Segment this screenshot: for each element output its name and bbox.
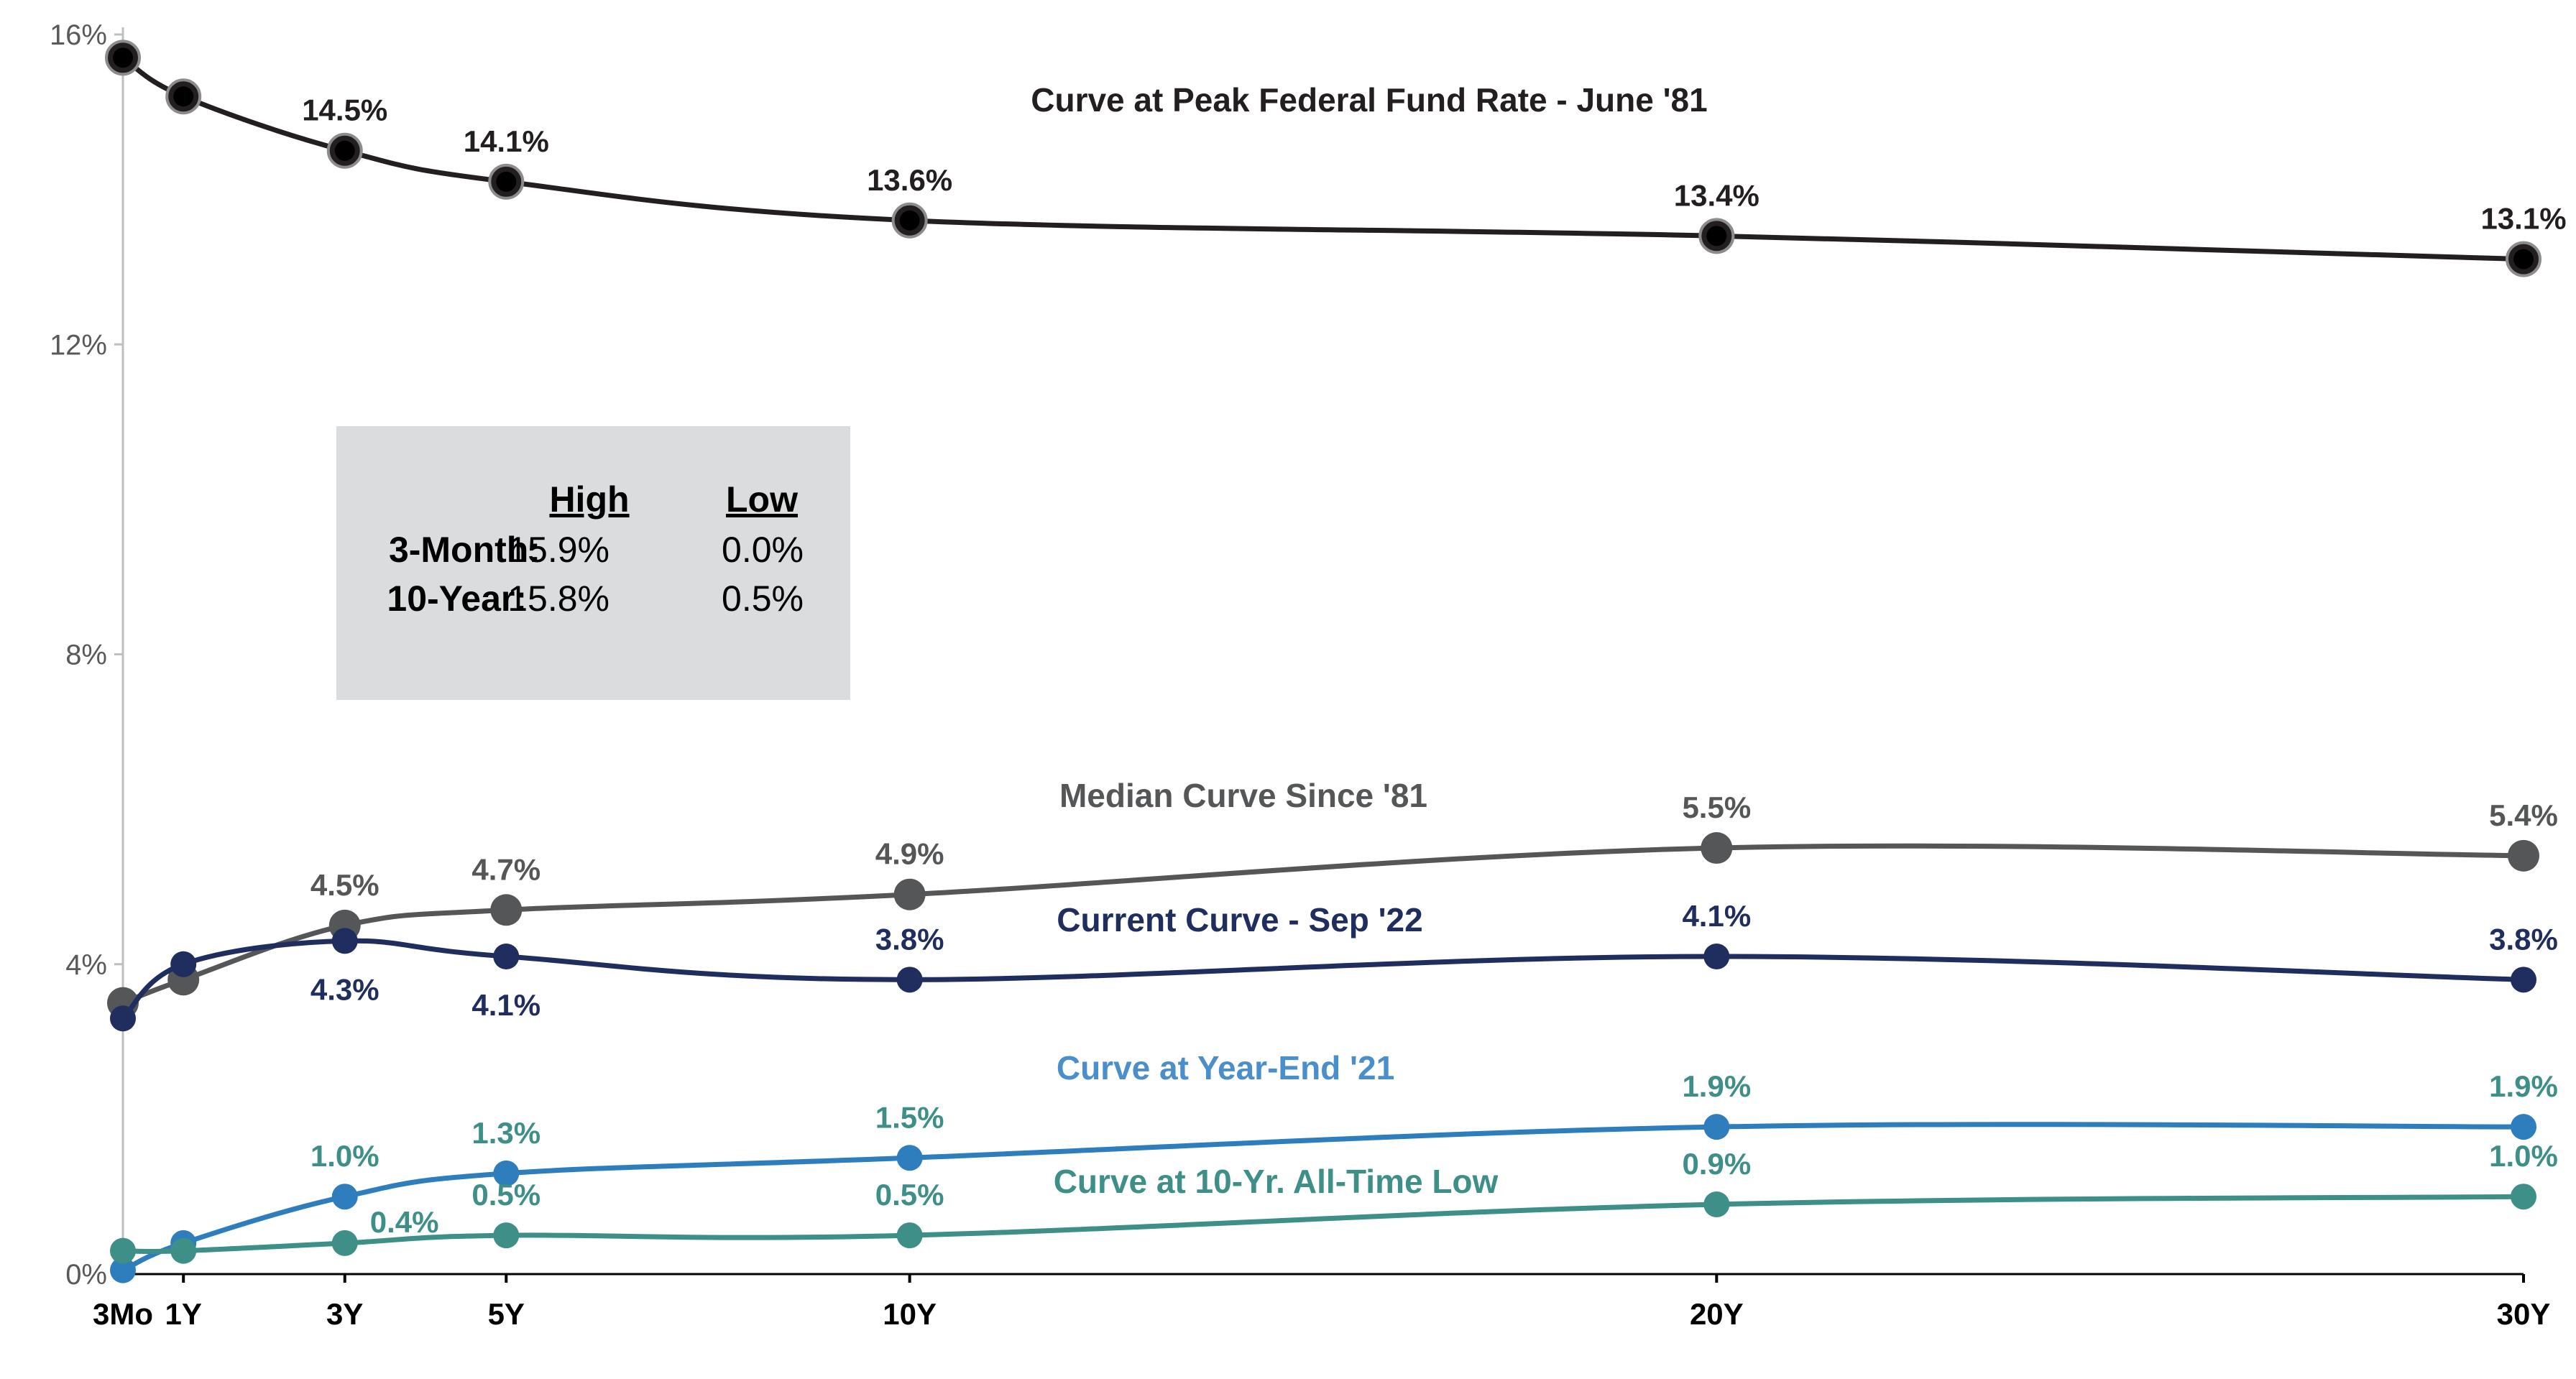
x-tick-label: 20Y [1690, 1297, 1744, 1331]
y-tick-label: 16% [50, 19, 107, 51]
data-point [896, 967, 923, 993]
data-label: 5.5% [1682, 790, 1751, 824]
y-tick-label: 0% [65, 1259, 107, 1291]
data-label: 4.1% [1682, 899, 1751, 933]
data-point-core [1706, 226, 1727, 246]
x-tick-label: 3Y [326, 1297, 363, 1331]
data-point [493, 943, 520, 969]
data-label: 3.8% [875, 922, 944, 956]
data-label: 14.5% [302, 93, 387, 127]
data-label: 0.4% [370, 1205, 439, 1239]
data-label: 1.3% [472, 1116, 540, 1150]
data-label: 4.3% [310, 972, 380, 1006]
stats-header-high: High [549, 479, 629, 520]
data-point [2511, 1184, 2536, 1210]
data-point-core [173, 86, 194, 107]
x-tick-label: 3Mo [93, 1297, 153, 1331]
series-name-label: Curve at Peak Federal Fund Rate - June '… [1031, 81, 1707, 119]
data-point [331, 1230, 358, 1256]
series-group: 0.4% 0.5% 0.5% 0.9% 1.0% Curve at 10-Yr. All-… [110, 1139, 2558, 1264]
series-name-label: Curve at Year-End '21 [1057, 1049, 1394, 1087]
data-point [331, 928, 358, 954]
series-group: 4.5% 4.7% 4.9% 5.5% 5.4% Median Curve Since '… [107, 777, 2558, 1019]
data-point-core [334, 140, 355, 161]
data-label: 14.1% [464, 124, 549, 158]
data-point [110, 1237, 136, 1264]
data-label: 4.9% [875, 837, 944, 871]
series-name-label: Curve at 10-Yr. All-Time Low [1054, 1163, 1499, 1200]
data-point [1701, 832, 1733, 864]
data-label: 4.1% [472, 988, 540, 1022]
data-label: 1.5% [875, 1100, 944, 1134]
data-point [170, 1237, 197, 1264]
stats-row-label: 3-Month: [389, 530, 540, 570]
stats-box-bg [336, 426, 850, 700]
data-point [493, 1222, 520, 1249]
data-point [1703, 943, 1730, 969]
y-tick-label: 4% [65, 949, 107, 981]
x-tick-label: 5Y [488, 1297, 525, 1331]
x-tick-label: 1Y [165, 1297, 202, 1331]
stats-low-value: 0.5% [722, 578, 804, 619]
data-point [1703, 1114, 1730, 1140]
data-point [331, 1184, 358, 1210]
data-label: 4.5% [310, 868, 380, 902]
data-label: 5.4% [2489, 798, 2558, 832]
data-label: 13.6% [867, 163, 952, 197]
data-label: 3.8% [2489, 922, 2558, 956]
data-label: 13.4% [1674, 178, 1760, 212]
data-point [110, 1257, 136, 1283]
stats-row-label: 10-Year: [387, 578, 527, 619]
data-point [893, 878, 926, 910]
data-point [896, 1145, 923, 1171]
data-point [493, 1160, 520, 1186]
y-tick-label: 8% [65, 640, 107, 671]
data-point [896, 1222, 923, 1249]
data-label: 1.0% [310, 1139, 380, 1173]
data-point [2508, 839, 2539, 872]
series-group: 1.0% 1.3% 1.5% 1.9% 1.9% Curve at Year-End '2… [110, 1049, 2558, 1283]
y-tick-label: 12% [50, 329, 107, 361]
stats-high-value: 15.8% [507, 578, 610, 619]
stats-high-value: 15.9% [507, 530, 610, 570]
series-name-label: Current Curve - Sep '22 [1057, 901, 1422, 938]
data-point-core [113, 47, 133, 68]
data-label: 13.1% [2480, 202, 2566, 236]
data-label: 4.7% [472, 852, 540, 886]
series-name-label: Median Curve Since '81 [1059, 777, 1427, 814]
data-point [110, 1005, 136, 1032]
data-label: 0.9% [1682, 1147, 1751, 1181]
data-label: 0.5% [472, 1178, 540, 1212]
series-group: 4.3% 4.1% 3.8% 4.1% 3.8% Current Curve - Sep … [110, 899, 2558, 1032]
data-label: 1.0% [2489, 1139, 2558, 1173]
stats-box: High Low 3-Month:15.9% 0.0% 10-Year:15.8% 0.5… [336, 426, 850, 700]
data-point [2511, 1114, 2536, 1140]
data-point [170, 951, 197, 977]
data-point [490, 894, 523, 926]
x-tick-label: 10Y [883, 1297, 937, 1331]
data-point-core [496, 171, 517, 192]
data-point-core [2513, 249, 2534, 269]
x-tick-label: 30Y [2497, 1297, 2551, 1331]
series-group: 14.5% 14.1% 13.6% 13.4% 13.1% Curve at Peak F… [105, 40, 2567, 277]
data-point [2511, 967, 2536, 993]
data-label: 0.5% [875, 1178, 944, 1212]
series-line [121, 938, 2524, 1020]
data-point [1703, 1191, 1730, 1217]
data-label: 1.9% [2489, 1069, 2558, 1103]
data-point-core [899, 210, 920, 231]
stats-header-low: Low [726, 479, 798, 520]
data-label: 1.9% [1682, 1069, 1751, 1103]
stats-low-value: 0.0% [722, 530, 804, 570]
